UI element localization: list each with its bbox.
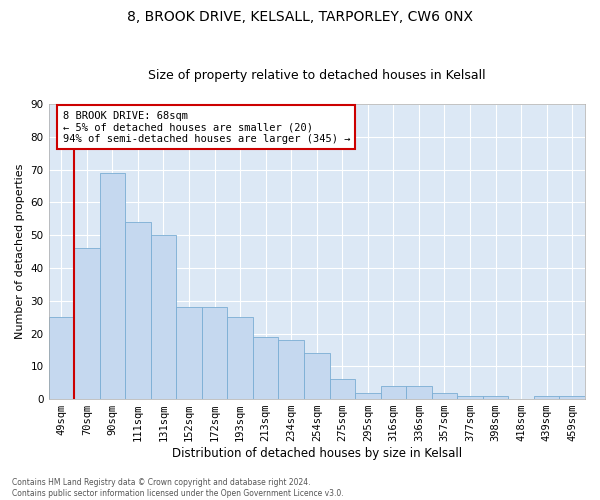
Bar xyxy=(559,396,585,399)
Bar xyxy=(151,235,176,399)
Text: 8, BROOK DRIVE, KELSALL, TARPORLEY, CW6 0NX: 8, BROOK DRIVE, KELSALL, TARPORLEY, CW6 … xyxy=(127,10,473,24)
Title: Size of property relative to detached houses in Kelsall: Size of property relative to detached ho… xyxy=(148,69,485,82)
Text: 8 BROOK DRIVE: 68sqm
← 5% of detached houses are smaller (20)
94% of semi-detach: 8 BROOK DRIVE: 68sqm ← 5% of detached ho… xyxy=(62,110,350,144)
Bar xyxy=(227,317,253,399)
Bar xyxy=(406,386,432,399)
Bar xyxy=(49,317,74,399)
Bar xyxy=(534,396,559,399)
Y-axis label: Number of detached properties: Number of detached properties xyxy=(15,164,25,339)
Bar xyxy=(100,173,125,399)
Bar xyxy=(253,337,278,399)
Bar xyxy=(176,308,202,399)
Bar xyxy=(329,380,355,399)
Bar xyxy=(202,308,227,399)
Bar xyxy=(483,396,508,399)
Bar xyxy=(380,386,406,399)
Text: Contains HM Land Registry data © Crown copyright and database right 2024.
Contai: Contains HM Land Registry data © Crown c… xyxy=(12,478,344,498)
Bar xyxy=(355,392,380,399)
Bar xyxy=(457,396,483,399)
Bar xyxy=(432,392,457,399)
Bar xyxy=(278,340,304,399)
X-axis label: Distribution of detached houses by size in Kelsall: Distribution of detached houses by size … xyxy=(172,447,462,460)
Bar xyxy=(304,353,329,399)
Bar xyxy=(125,222,151,399)
Bar xyxy=(74,248,100,399)
